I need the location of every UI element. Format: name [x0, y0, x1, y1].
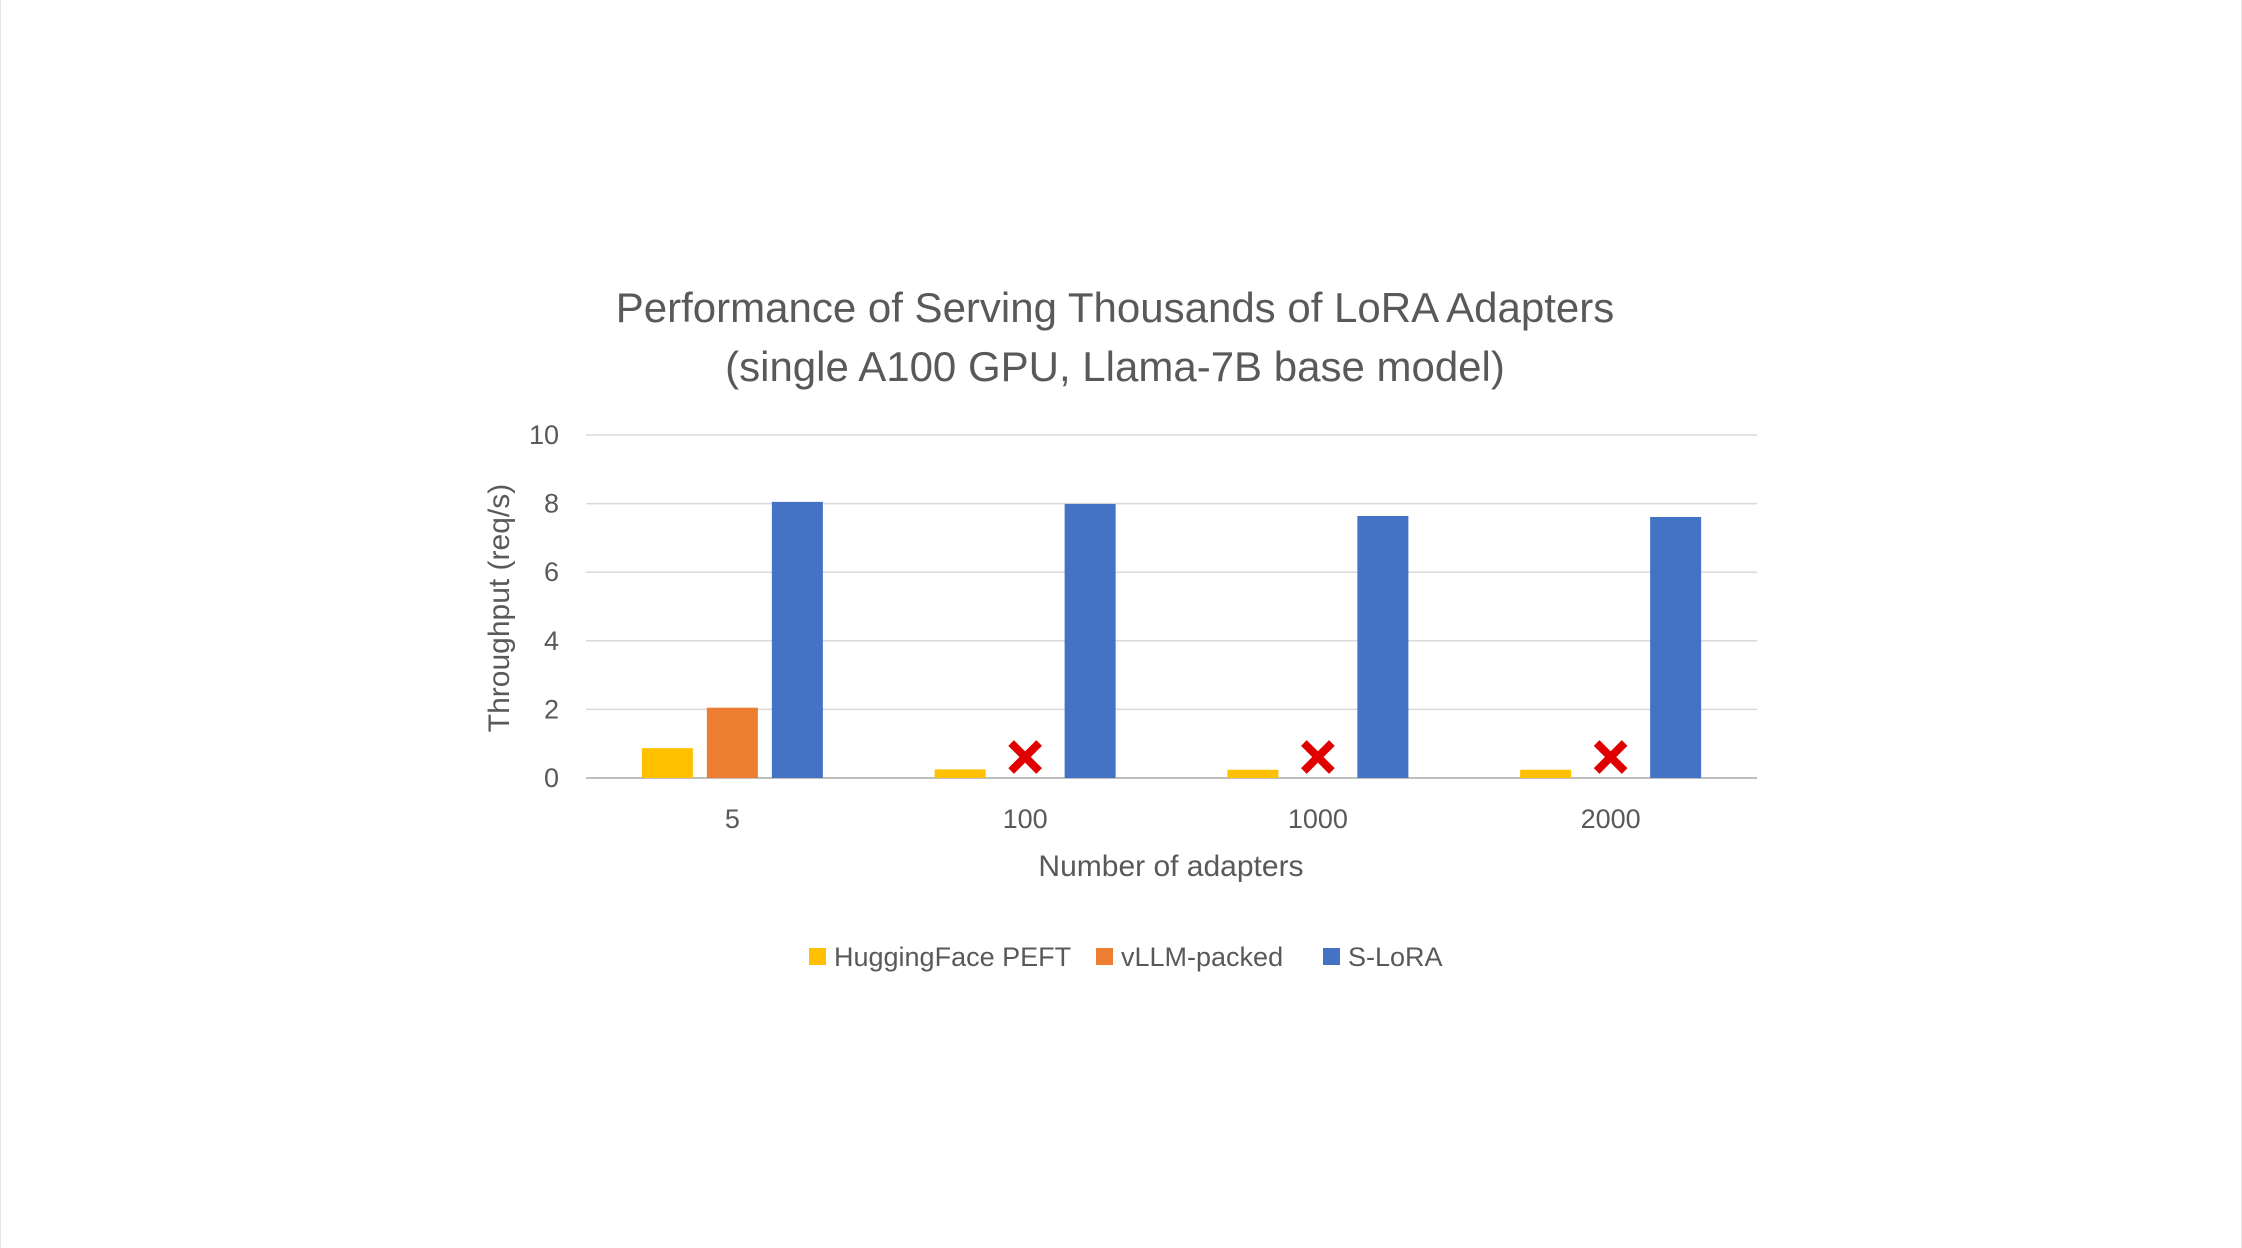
legend-item-vllm-packed: vLLM-packed: [1096, 942, 1283, 972]
legend-swatch: [1323, 948, 1340, 965]
y-axis-title: Throughput (req/s): [483, 484, 516, 732]
y-tick-label: 10: [529, 420, 559, 450]
legend-swatch: [809, 948, 826, 965]
chart-title-line-2: (single A100 GPU, Llama-7B base model): [725, 343, 1505, 390]
x-tick-label: 5: [725, 804, 740, 834]
bar-s-lora-5: [771, 501, 823, 778]
legend-swatch: [1096, 948, 1113, 965]
x-tick-label: 1000: [1288, 804, 1348, 834]
x-axis-ticks: 5 100 1000 2000: [725, 804, 1641, 834]
chart-title: Performance of Serving Thousands of LoRA…: [616, 284, 1614, 390]
legend-label: S-LoRA: [1348, 942, 1443, 972]
y-tick-label: 8: [544, 489, 559, 519]
bar-s-lora-1000: [1357, 515, 1409, 778]
failure-x-marker-1000: [1301, 740, 1335, 774]
y-tick-label: 6: [544, 557, 559, 587]
chart-title-line-1: Performance of Serving Thousands of LoRA…: [616, 284, 1614, 331]
x-axis-title: Number of adapters: [1038, 850, 1303, 883]
failure-markers: [1008, 740, 1628, 774]
bar-huggingface-peft-1000: [1227, 769, 1279, 778]
legend-item-s-lora: S-LoRA: [1323, 942, 1443, 972]
y-tick-label: 2: [544, 694, 559, 724]
bar-huggingface-peft-100: [934, 769, 986, 778]
bar-huggingface-peft-5: [641, 748, 693, 778]
gridlines: [586, 434, 1757, 779]
legend-item-huggingface-peft: HuggingFace PEFT: [809, 942, 1071, 972]
legend-label: vLLM-packed: [1121, 942, 1283, 972]
failure-x-marker-2000: [1593, 740, 1628, 774]
x-tick-label: 2000: [1581, 804, 1641, 834]
bar-s-lora-100: [1064, 503, 1116, 778]
y-axis-ticks: 0 2 4 6 8 10: [529, 420, 559, 793]
x-tick-label: 100: [1003, 804, 1048, 834]
legend-label: HuggingFace PEFT: [834, 942, 1071, 972]
failure-x-marker-100: [1008, 740, 1042, 774]
bar-vllm-packed-5: [706, 707, 758, 778]
bar-s-lora-2000: [1650, 516, 1702, 778]
y-tick-label: 4: [544, 626, 559, 656]
bars: [641, 501, 1702, 778]
legend: HuggingFace PEFT vLLM-packed S-LoRA: [809, 942, 1443, 972]
y-tick-label: 0: [544, 763, 559, 793]
bar-huggingface-peft-2000: [1520, 769, 1572, 778]
